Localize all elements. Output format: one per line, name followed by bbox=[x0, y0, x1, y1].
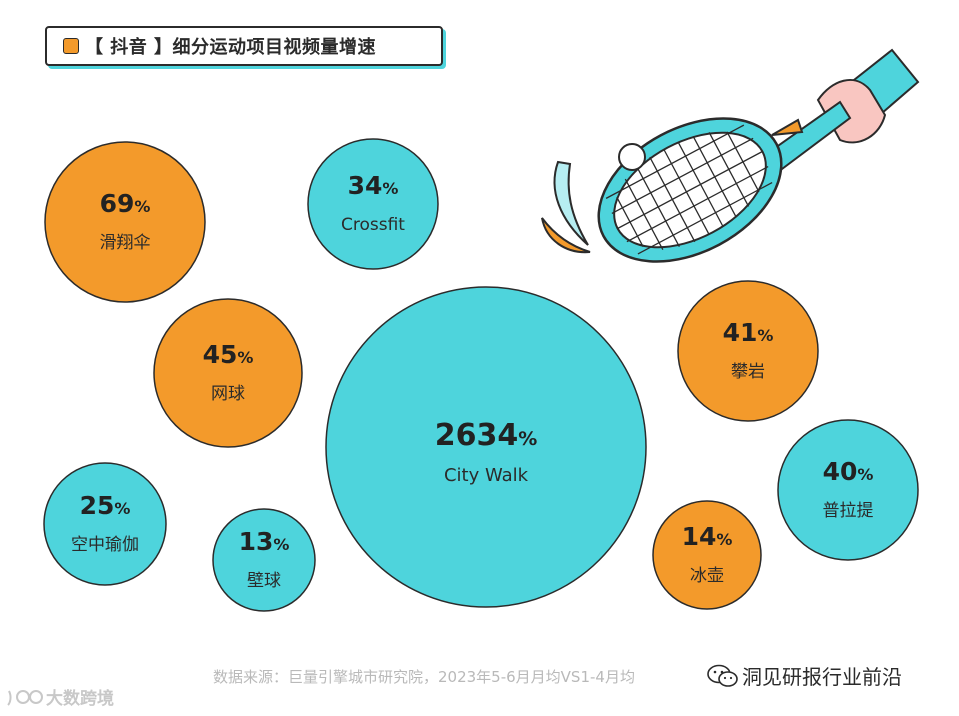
bubble-label: City Walk bbox=[444, 465, 529, 486]
bubble-value: 41% bbox=[723, 318, 774, 347]
bubble-label: 冰壶 bbox=[690, 566, 724, 586]
bubble-value: 14% bbox=[682, 522, 733, 551]
bubble-8: 40% 普拉提 bbox=[777, 419, 919, 561]
bubble-label: 滑翔伞 bbox=[100, 233, 151, 253]
bubble-circle bbox=[153, 298, 303, 448]
bubble-value: 34% bbox=[348, 171, 399, 200]
bubble-label: 攀岩 bbox=[731, 362, 765, 382]
tennis-racket-icon bbox=[541, 48, 920, 263]
chart-title: 【 抖音 】细分运动项目视频量增速 bbox=[85, 37, 377, 58]
bubble-label: 空中瑜伽 bbox=[71, 535, 139, 555]
bubble-value: 40% bbox=[823, 457, 874, 486]
source-note: 数据来源：巨量引擎城市研究院，2023年5-6月月均VS1-4月均 bbox=[213, 668, 635, 686]
corner-logo-text: 大数跨境 bbox=[46, 689, 114, 709]
bubble-5: 25% 空中瑜伽 bbox=[43, 462, 167, 586]
bubble-label: 网球 bbox=[211, 384, 245, 404]
wechat-watermark: 洞见研报行业前沿 bbox=[706, 661, 902, 690]
bubble-value: 69% bbox=[100, 189, 151, 218]
bubble-1: 34% Crossfit bbox=[307, 138, 439, 270]
bubble-circle bbox=[212, 508, 316, 612]
bubble-circle bbox=[325, 286, 647, 608]
bubble-label: 壁球 bbox=[247, 571, 281, 591]
bubble-4: 41% 攀岩 bbox=[677, 280, 819, 422]
corner-watermark: 大数跨境 bbox=[6, 684, 114, 709]
bubble-value: 25% bbox=[80, 491, 131, 520]
bubble-circle bbox=[777, 419, 919, 561]
bubble-circle bbox=[43, 462, 167, 586]
bubble-circle bbox=[652, 500, 762, 610]
bubble-circle bbox=[44, 141, 206, 303]
bubble-value: 13% bbox=[239, 527, 290, 556]
bubble-label: Crossfit bbox=[341, 215, 405, 235]
bubble-circle bbox=[677, 280, 819, 422]
bubble-6: 13% 壁球 bbox=[212, 508, 316, 612]
logo-icon bbox=[7, 689, 43, 706]
bubble-circle bbox=[307, 138, 439, 270]
orange-square-icon bbox=[63, 38, 79, 54]
chart-title-box: 【 抖音 】细分运动项目视频量增速 bbox=[45, 26, 443, 66]
bubble-7: 14% 冰壶 bbox=[652, 500, 762, 610]
bubble-3: 2634% City Walk bbox=[325, 286, 647, 608]
wechat-account-name: 洞见研报行业前沿 bbox=[742, 665, 902, 689]
bubble-label: 普拉提 bbox=[823, 501, 874, 521]
bubble-value: 2634% bbox=[435, 418, 538, 453]
bubble-2: 45% 网球 bbox=[153, 298, 303, 448]
bubble-value: 45% bbox=[203, 340, 254, 369]
wechat-icon bbox=[707, 664, 738, 687]
bubble-0: 69% 滑翔伞 bbox=[44, 141, 206, 303]
